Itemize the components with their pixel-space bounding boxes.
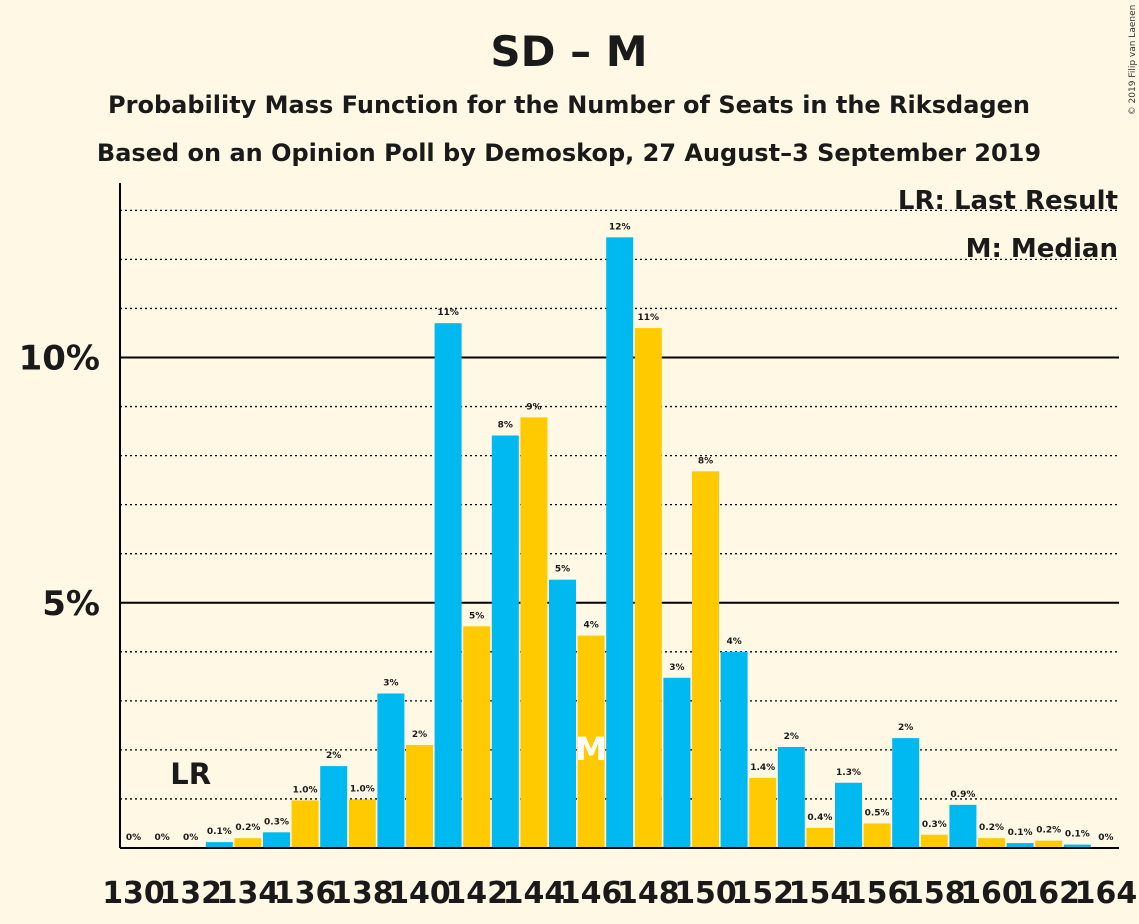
x-tick-label: 148 [617,876,680,911]
bar-value-label: 0.1% [207,827,232,837]
bar-seat-153 [777,746,805,848]
copyright-text: © 2019 Filip van Laenen [1128,5,1138,116]
bar-value-label: 0% [1098,833,1113,843]
bar-value-label: 2% [412,730,427,740]
y-tick-label: 5% [42,584,100,624]
bar-seat-147 [606,237,634,848]
bar-value-label: 0.1% [1008,828,1033,838]
axes: 5%10%13013213413613814014214414614815015… [19,183,1138,911]
x-tick-label: 144 [503,876,566,911]
bar-seat-135 [263,832,290,848]
bar-seat-162 [1035,840,1063,848]
x-tick-label: 152 [731,876,794,911]
chart-subtitle-1: Probability Mass Function for the Number… [108,91,1030,119]
bar-seat-140 [406,744,433,848]
bar-value-label: 4% [726,637,741,647]
bar-seat-156 [863,823,891,848]
bar-value-label: 0.9% [950,790,975,800]
median-marker: M [575,730,607,768]
bar-value-label: 2% [326,751,341,761]
bar-value-label: 0% [126,833,141,843]
bar-value-label: 3% [669,663,684,673]
bar-seat-148 [634,328,662,848]
bar-value-label: 1.0% [350,784,375,794]
bar-value-label: 8% [498,420,513,430]
bar-value-label: 11% [437,308,459,318]
bar-seat-159 [949,804,977,848]
bar-value-label: 0% [154,833,169,843]
x-tick-label: 134 [217,876,280,911]
bar-value-label: 2% [898,723,913,733]
bar-value-label: 0.2% [1036,826,1061,836]
bar-seat-160 [978,838,1005,848]
bar-value-label: 5% [469,611,484,621]
x-tick-label: 160 [960,876,1023,911]
bar-value-label: 0.2% [979,823,1004,833]
bar-seat-150 [692,471,719,848]
x-tick-label: 142 [445,876,508,911]
bar-seat-149 [663,677,691,848]
bar-value-label: 1.3% [836,768,861,778]
bar-value-label: 0.4% [807,813,832,823]
bar-value-label: 1.4% [750,763,775,773]
x-tick-label: 162 [1017,876,1080,911]
bar-seat-139 [377,693,405,848]
x-tick-label: 164 [1075,876,1138,911]
x-tick-label: 138 [331,876,394,911]
bar-value-label: 11% [638,313,660,323]
y-tick-label: 10% [19,339,100,379]
bar-value-label: 9% [526,402,541,412]
bar-seat-137 [320,766,348,848]
bar-seat-142 [463,626,491,848]
bar-value-label: 0% [183,833,198,843]
bar-value-label: 0.3% [264,817,289,827]
x-tick-label: 132 [159,876,222,911]
last-result-marker: LR [170,757,211,791]
bar-seat-134 [234,838,262,848]
x-tick-label: 154 [789,876,852,911]
bar-seat-143 [491,435,519,848]
legend-median: M: Median [966,234,1118,264]
x-tick-label: 136 [274,876,337,911]
chart-subtitle-2: Based on an Opinion Poll by Demoskop, 27… [97,139,1041,167]
bar-value-label: 0.1% [1065,830,1090,840]
bar-seat-155 [835,782,862,848]
x-tick-label: 140 [388,876,451,911]
bar-value-label: 8% [698,456,713,466]
bar-value-label: 4% [583,621,598,631]
bar-seat-144 [520,417,548,848]
x-tick-label: 130 [102,876,165,911]
bar-value-label: 3% [383,678,398,688]
bars: 0% 0% 0%0.1% 0.2%0.3%1.0%2%1.0%3%2%11%5%8%9… [126,222,1114,848]
bar-seat-146 [577,635,605,848]
bar-value-label: 0.3% [922,820,947,830]
legend-last-result: LR: Last Result [898,186,1118,216]
gridlines [120,209,1119,800]
bar-seat-157 [892,738,920,848]
bar-value-label: 5% [555,565,570,575]
bar-value-label: 0.5% [865,808,890,818]
bar-value-label: 0.2% [235,823,260,833]
bar-value-label: 1.0% [293,785,318,795]
bar-seat-158 [920,834,948,848]
bar-value-label: 2% [784,732,799,742]
bar-seat-141 [434,323,462,848]
bar-seat-152 [749,777,777,848]
chart-title: SD – M [490,27,647,76]
bar-seat-138 [348,799,376,848]
x-tick-label: 156 [846,876,909,911]
bar-seat-163 [1063,844,1091,848]
x-tick-label: 146 [560,876,623,911]
bar-seat-154 [806,827,834,848]
bar-seat-133 [205,842,233,848]
bar-seat-161 [1006,843,1034,848]
bar-seat-136 [291,800,319,848]
x-tick-label: 150 [674,876,737,911]
x-tick-label: 158 [903,876,966,911]
bar-seat-145 [549,579,576,848]
bar-value-label: 12% [609,222,631,232]
bar-seat-151 [720,651,748,848]
